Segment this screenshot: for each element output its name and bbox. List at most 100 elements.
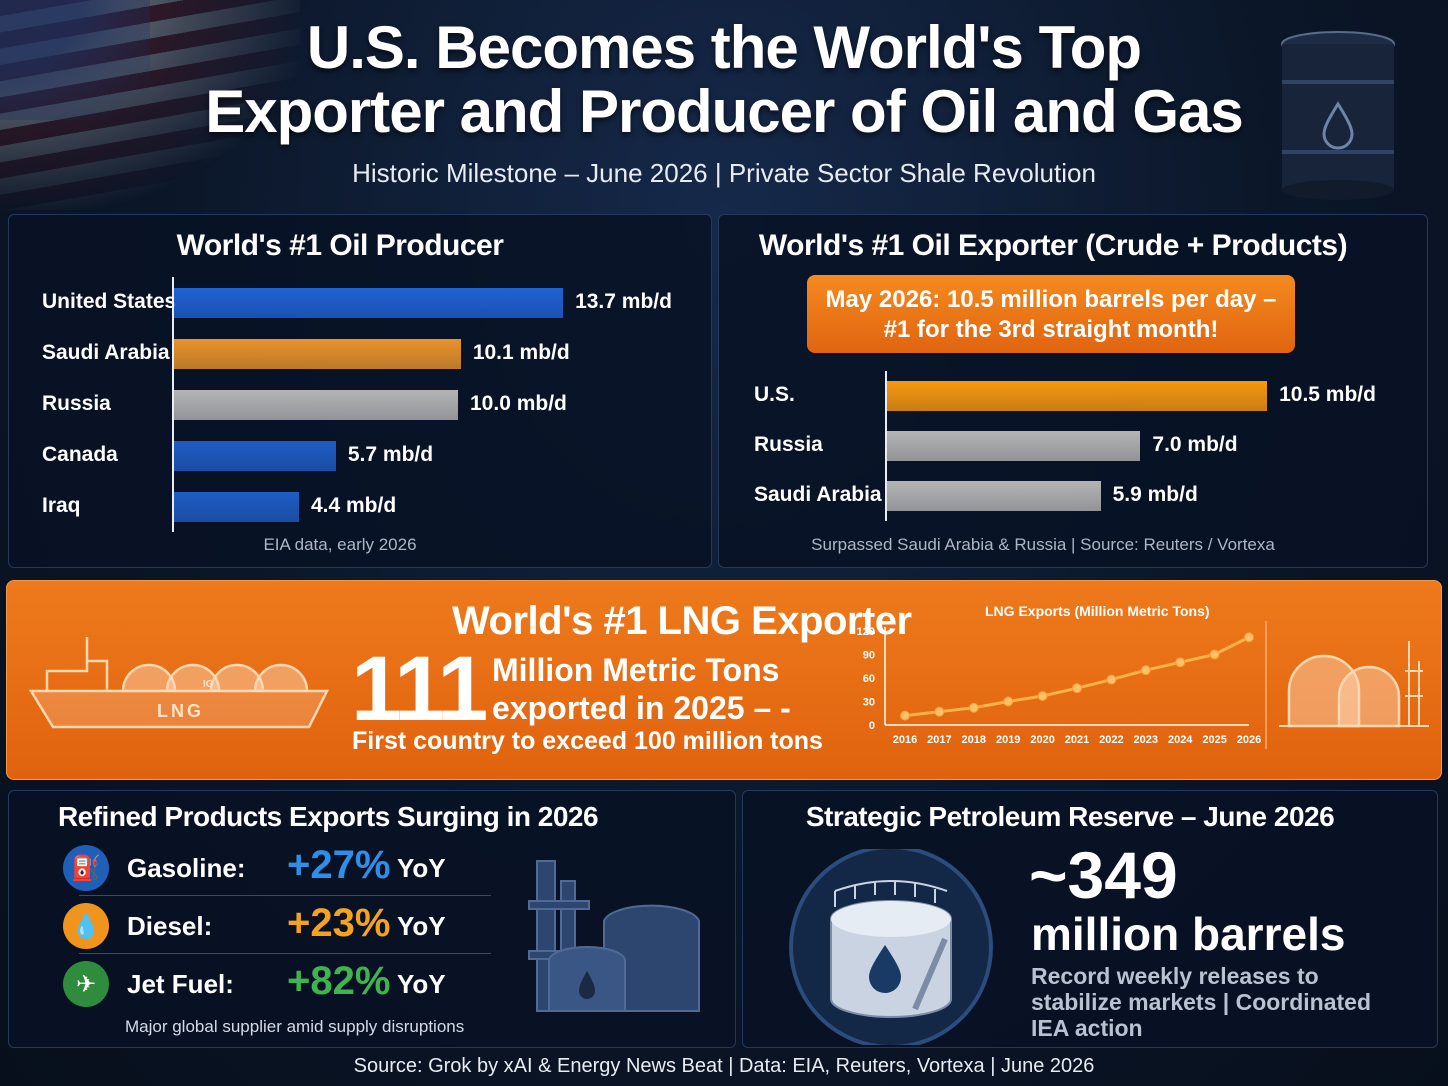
product-percent: +27% [287, 843, 391, 887]
product-percent: +23% [287, 901, 391, 945]
product-yoy-label: YoY [397, 969, 446, 999]
refinery-icon [528, 860, 700, 1012]
refined-products-panel: Refined Products Exports Surging in 2026… [8, 790, 736, 1048]
producer-panel-title: World's #1 Oil Producer [176, 229, 504, 262]
bar-value-label: 5.9 mb/d [1112, 483, 1198, 506]
spr-unit: million barrels [1031, 908, 1346, 960]
bar [887, 381, 1268, 411]
x-tick-label: 2023 [1134, 734, 1158, 746]
lng-data-point [934, 706, 945, 717]
lng-unit-line-2: exported in 2025 – - [492, 690, 791, 726]
ship-tank-label: IG [203, 679, 214, 690]
bar-value-label: 4.4 mb/d [310, 493, 397, 517]
product-yoy-label: YoY [397, 853, 446, 883]
lng-data-point [1209, 649, 1220, 660]
x-tick-label: 2022 [1099, 734, 1123, 746]
bar-value-label: 5.7 mb/d [347, 442, 434, 466]
x-tick-label: 2026 [1237, 734, 1261, 746]
exporter-callout: May 2026: 10.5 million barrels per day –… [807, 275, 1295, 353]
lng-exporter-banner: LNG IG World's #1 LNG Exporter 111 Milli… [6, 580, 1442, 780]
bar-value-label: 13.7 mb/d [575, 289, 672, 313]
fuel-pump-icon: ⛽ [63, 845, 109, 891]
products-panel-title: Refined Products Exports Surging in 2026 [57, 801, 599, 832]
spr-description: Record weekly releases to stabilize mark… [1031, 963, 1371, 1041]
bar-category-label: Saudi Arabia [42, 340, 170, 364]
callout-line-1: May 2026: 10.5 million barrels per day – [825, 286, 1277, 313]
product-name: Gasoline: [127, 853, 246, 883]
bar [174, 491, 299, 522]
bar-category-label: Saudi Arabia [754, 483, 882, 506]
lng-data-point [1106, 674, 1117, 685]
title-line-1: U.S. Becomes the World's Top [306, 14, 1142, 81]
bar [887, 481, 1101, 511]
x-tick-label: 2021 [1065, 734, 1089, 746]
products-divider-1 [79, 895, 491, 896]
exporter-note: Surpassed Saudi Arabia & Russia | Source… [811, 535, 1275, 554]
ship-lng-label: LNG [157, 701, 204, 721]
product-name: Diesel: [127, 911, 213, 941]
lng-data-point [1175, 657, 1186, 668]
bar-chart-axis [172, 277, 174, 532]
flag-canton [0, 0, 150, 120]
bar-category-label: Russia [754, 433, 823, 456]
bar-value-label: 10.1 mb/d [472, 340, 570, 364]
bar [174, 338, 461, 369]
lng-data-point [1003, 696, 1014, 707]
lng-subtext: First country to exceed 100 million tons [352, 727, 823, 755]
bar-category-label: Canada [42, 442, 118, 466]
lng-tank-icon [1279, 641, 1429, 728]
bar-value-label: 7.0 mb/d [1152, 433, 1238, 456]
lng-title: World's #1 LNG Exporter [452, 599, 912, 643]
lng-series-line [904, 635, 1250, 718]
spr-desc-line-1: Record weekly releases to [1031, 963, 1319, 989]
x-tick-label: 2025 [1202, 734, 1226, 746]
page-subtitle: Historic Milestone – June 2026 | Private… [352, 158, 1096, 188]
bar-chart-axis [885, 371, 887, 521]
lng-unit-line-1: Million Metric Tons [492, 652, 780, 688]
footer-source: Source: Grok by xAI & Energy News Beat |… [353, 1055, 1095, 1077]
products-note: Major global supplier amid supply disrup… [125, 1017, 465, 1036]
airplane-icon: ✈ [63, 961, 109, 1007]
bar-category-label: Russia [42, 391, 111, 415]
x-tick-label: 2017 [927, 734, 951, 746]
lng-data-point [1037, 691, 1048, 702]
products-divider-2 [79, 953, 491, 954]
lng-data-point [1244, 632, 1254, 643]
spr-desc-line-2: stabilize markets | Coordinated [1031, 989, 1372, 1015]
y-tick-label: 0 [869, 720, 875, 732]
spr-panel-title: Strategic Petroleum Reserve – June 2026 [805, 801, 1335, 832]
page-title: U.S. Becomes the World's Top Exporter an… [0, 16, 1448, 144]
lng-line-chart: 0 30 60 90 120 2016 2017 2018 2019 2020 2021 2022 20… [857, 626, 1262, 746]
lng-data-point [900, 710, 910, 721]
title-line-2: Exporter and Producer of Oil and Gas [205, 78, 1244, 145]
spr-desc-line-3: IEA action [1031, 1015, 1143, 1041]
x-tick-label: 2019 [996, 734, 1020, 746]
banner-divider [1265, 621, 1267, 749]
oil-producer-panel: World's #1 Oil Producer United States 13.… [8, 214, 712, 568]
spr-panel: Strategic Petroleum Reserve – June 2026 … [742, 790, 1438, 1048]
bar [174, 389, 458, 420]
bar [887, 431, 1141, 461]
product-row: 💧 Diesel: +23% YoY [59, 899, 489, 955]
lng-ship-icon: LNG IG [28, 637, 330, 729]
y-tick-label: 120 [857, 626, 875, 638]
product-percent: +82% [287, 959, 391, 1003]
x-tick-label: 2020 [1030, 734, 1054, 746]
lng-data-point [1140, 665, 1151, 676]
lng-unit: Million Metric Tons exported in 2025 – - [492, 651, 812, 727]
storage-tank-icon [789, 849, 993, 1045]
lng-data-point [968, 702, 979, 713]
lng-chart-title: LNG Exports (Million Metric Tons) [985, 603, 1210, 619]
product-name: Jet Fuel: [127, 969, 234, 999]
producer-note: EIA data, early 2026 [263, 535, 417, 554]
oil-barrel-icon [1281, 31, 1395, 200]
x-tick-label: 2016 [893, 734, 917, 746]
bar-value-label: 10.5 mb/d [1279, 383, 1376, 406]
bar [174, 287, 564, 318]
product-yoy-label: YoY [397, 911, 446, 941]
bar-category-label: United States [42, 289, 177, 313]
y-tick-label: 60 [863, 673, 875, 685]
x-tick-label: 2024 [1168, 734, 1193, 746]
bar-category-label: Iraq [42, 493, 81, 517]
